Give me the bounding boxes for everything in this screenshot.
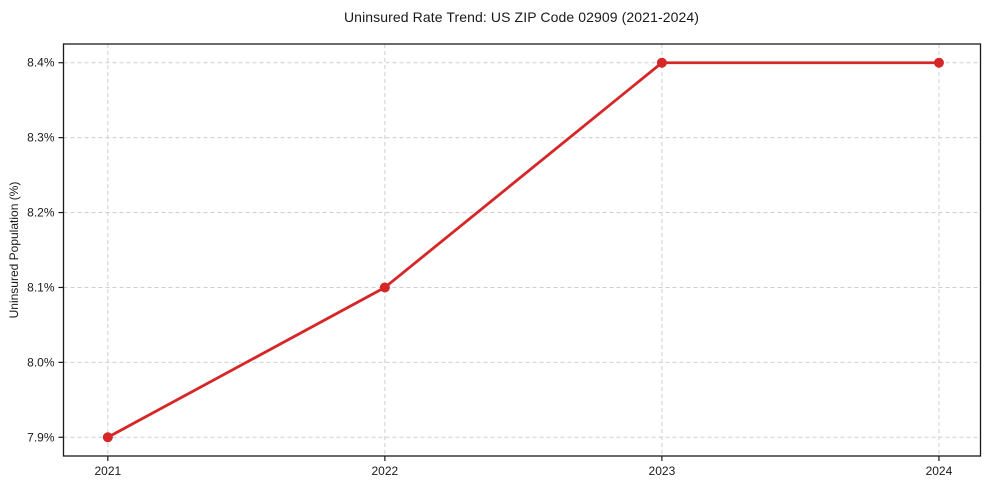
y-tick-label: 8.3% <box>27 131 55 145</box>
y-tick-label: 8.0% <box>27 355 55 369</box>
data-point <box>102 432 113 443</box>
y-tick-label: 8.2% <box>27 206 55 220</box>
x-tick-label: 2021 <box>94 464 121 478</box>
x-tick-label: 2022 <box>372 464 399 478</box>
data-point <box>379 282 390 293</box>
x-tick-label: 2023 <box>649 464 676 478</box>
y-tick-label: 8.4% <box>27 56 55 70</box>
x-tick-label: 2024 <box>926 464 953 478</box>
series-line <box>106 61 941 439</box>
y-tick-label: 7.9% <box>27 430 55 444</box>
data-point <box>656 57 667 68</box>
chart-title: Uninsured Rate Trend: US ZIP Code 02909 … <box>343 9 700 25</box>
data-point <box>933 57 944 68</box>
y-tick-label: 8.1% <box>27 280 55 294</box>
plot-border <box>62 43 982 457</box>
